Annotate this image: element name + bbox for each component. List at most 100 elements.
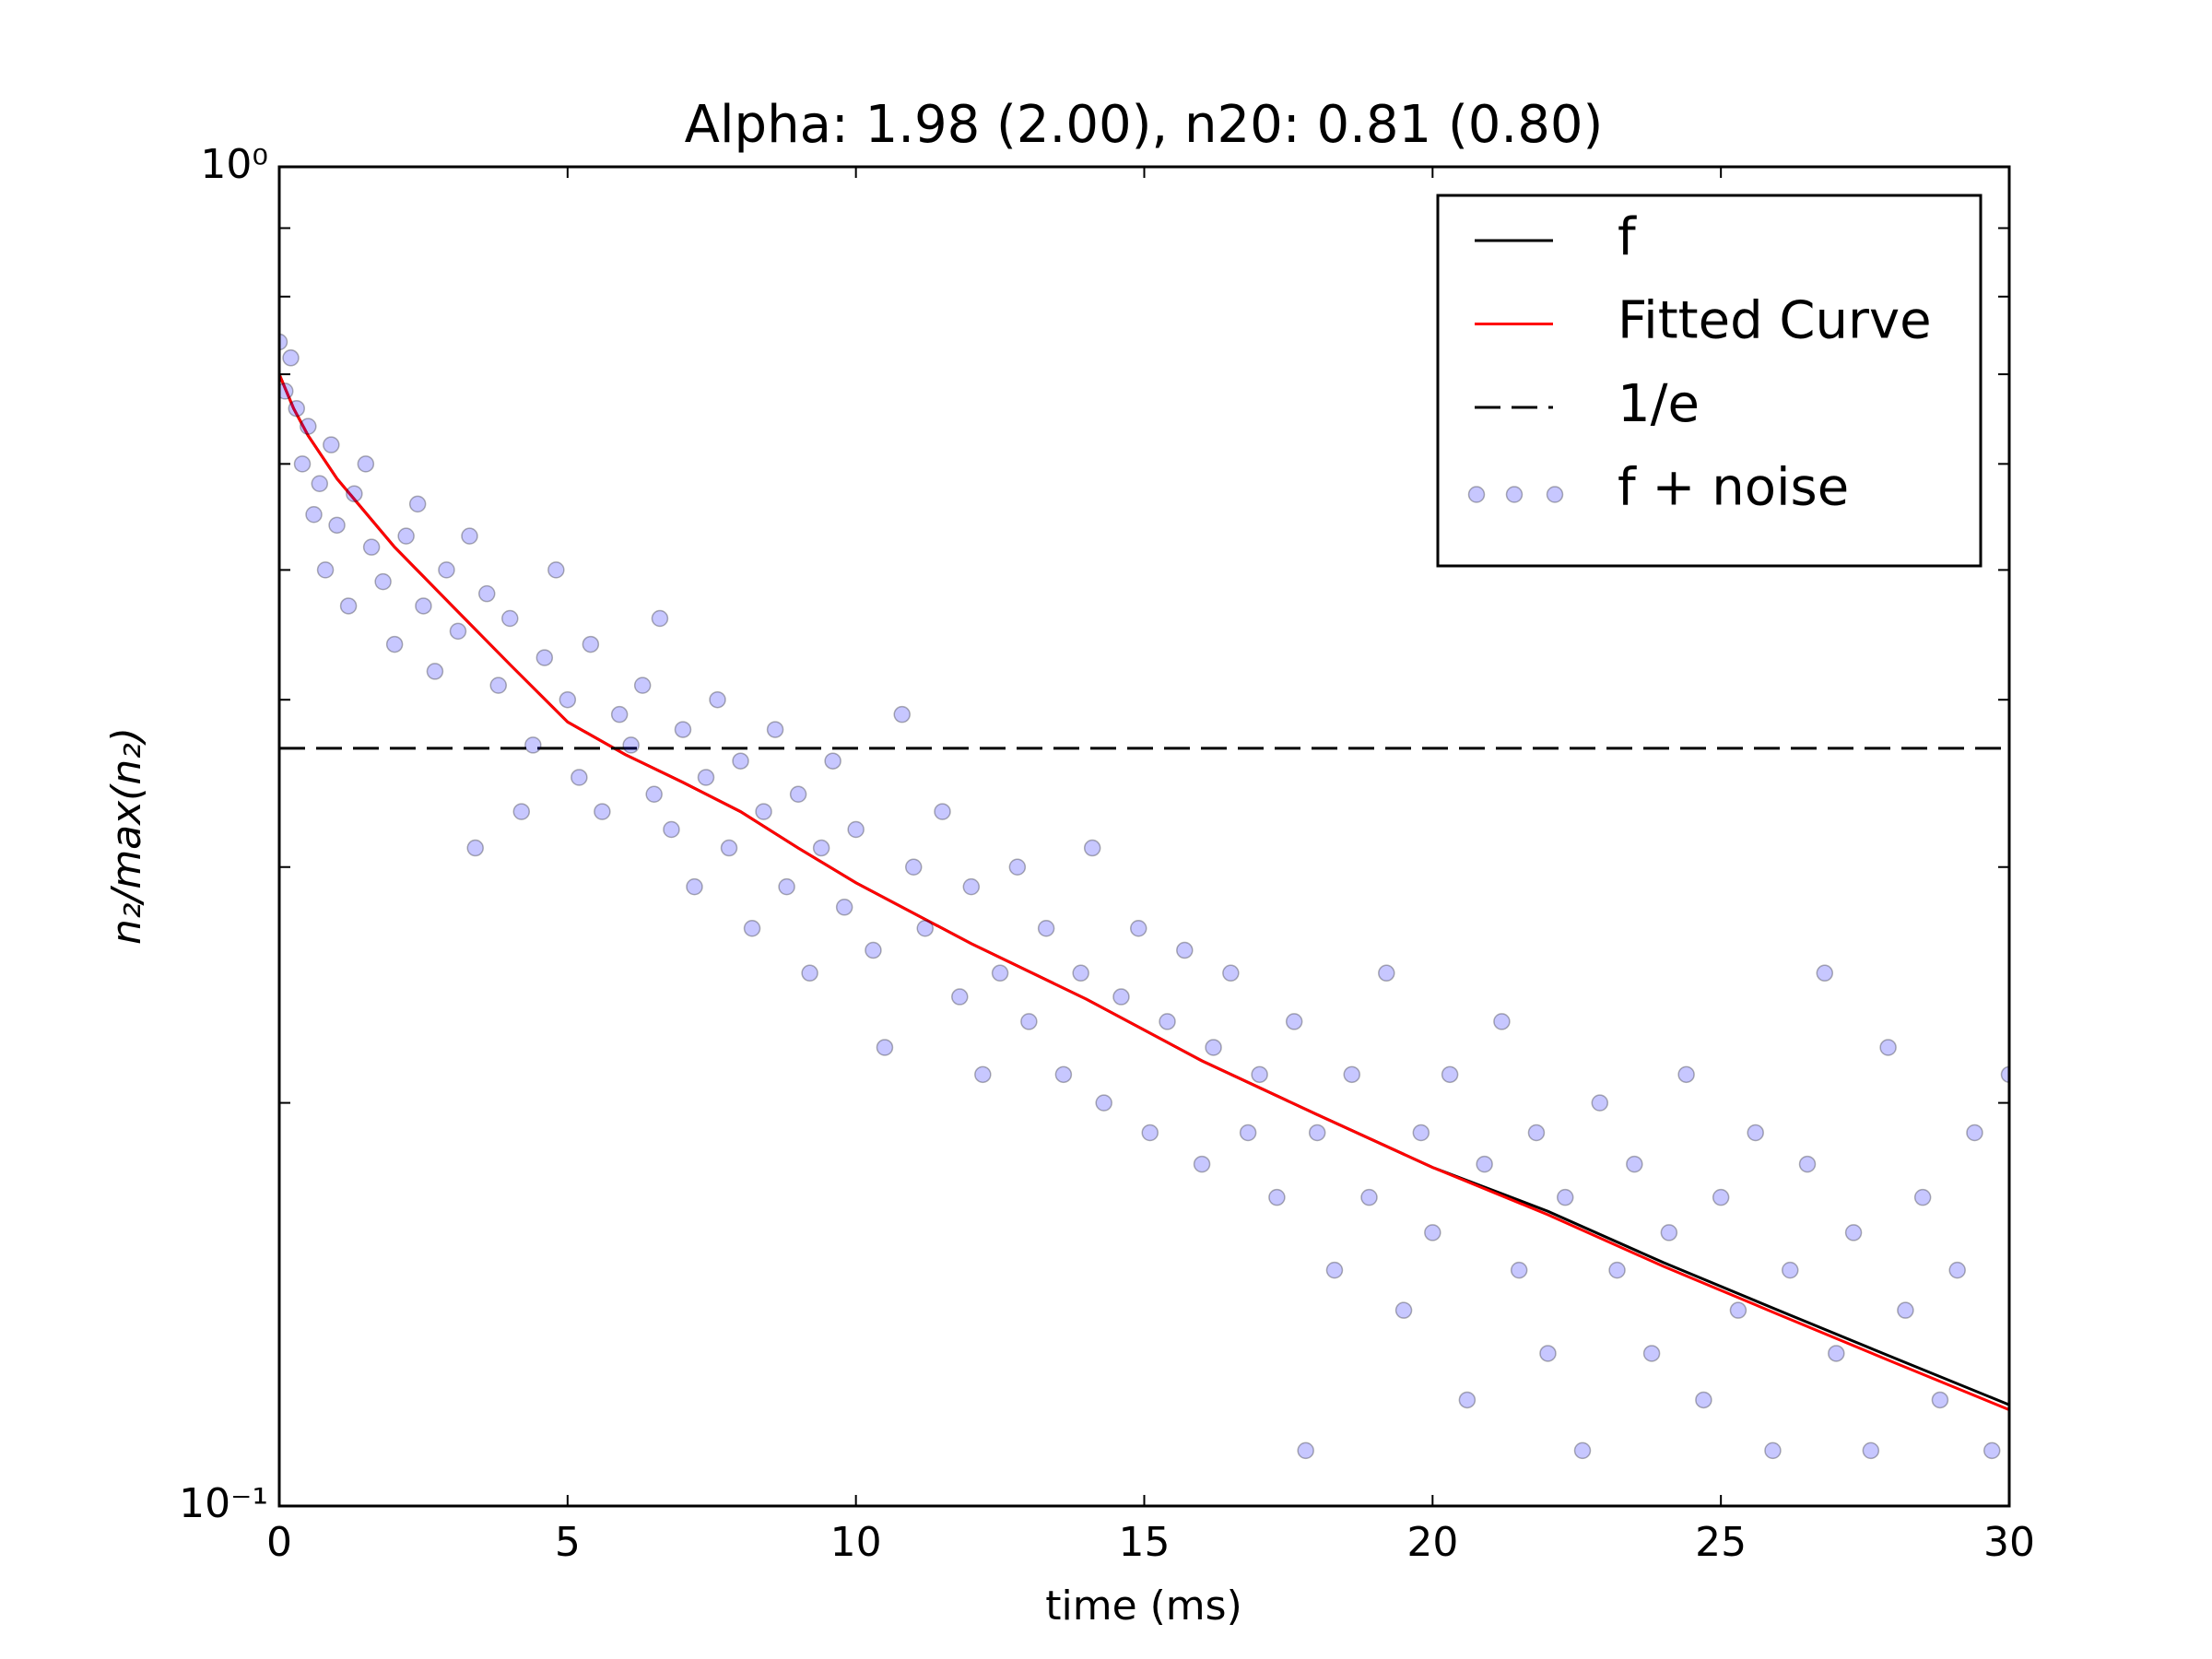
scatter-point — [1285, 1013, 1303, 1030]
scatter-point — [1781, 1261, 1799, 1279]
scatter-point — [755, 803, 772, 820]
scatter-point — [339, 597, 358, 615]
scatter-point — [865, 941, 882, 959]
scatter-point — [1020, 1013, 1038, 1030]
scatter-point — [1764, 1441, 1782, 1460]
scatter-point — [1862, 1441, 1880, 1460]
scatter-point — [1695, 1391, 1712, 1409]
legend-marker — [1505, 486, 1524, 503]
scatter-point — [893, 705, 911, 724]
scatter-point — [1828, 1345, 1845, 1362]
scatter-point — [1141, 1124, 1159, 1142]
scatter-point — [991, 964, 1009, 982]
legend-box — [1436, 194, 1983, 568]
scatter-point — [316, 561, 335, 579]
scatter-point — [415, 597, 432, 615]
scatter-point — [1729, 1301, 1747, 1319]
scatter-point — [2000, 1065, 2009, 1084]
scatter-point — [1308, 1124, 1326, 1142]
scatter-point — [1325, 1261, 1344, 1279]
scatter-point — [559, 690, 577, 709]
scatter-point — [1176, 941, 1194, 959]
scatter-point — [686, 877, 703, 896]
scatter-point — [1527, 1124, 1546, 1142]
scatter-point — [461, 527, 478, 545]
legend: f Fitted Curve 1/e f + noise — [1436, 194, 1983, 568]
scatter-point — [362, 538, 381, 556]
scatter-point — [1129, 919, 1147, 937]
legend-marker — [1467, 486, 1486, 503]
scatter-point — [720, 839, 738, 857]
scatter-point — [346, 485, 363, 502]
scatter-point — [466, 839, 484, 857]
scatter-point — [1747, 1124, 1764, 1142]
scatter-point — [582, 635, 600, 653]
y-axis-label: n₂/max(n₂) — [103, 727, 150, 945]
scatter-point — [279, 333, 288, 351]
scatter-point — [1360, 1188, 1378, 1206]
scatter-point — [962, 877, 981, 896]
scatter-point — [1556, 1188, 1574, 1206]
scatter-point — [489, 677, 508, 694]
scatter-point — [1642, 1345, 1661, 1362]
scatter-point — [571, 769, 588, 786]
scatter-point — [305, 506, 323, 524]
chart-title: Alpha: 1.98 (2.00), n20: 0.81 (0.80) — [685, 95, 1604, 155]
scatter-point — [1816, 964, 1834, 982]
scatter-point — [524, 736, 542, 754]
scatter-point — [1913, 1188, 1932, 1206]
scatter-point — [1054, 1065, 1073, 1084]
scatter-point — [1297, 1441, 1314, 1460]
legend-label: f + noise — [1618, 458, 1849, 518]
line — [279, 373, 2009, 1411]
scatter-point — [1037, 919, 1055, 937]
scatter-point — [1798, 1155, 1817, 1173]
scatter-point — [1424, 1224, 1441, 1241]
scatter-point — [1008, 858, 1027, 876]
y-tick-label: 10⁻¹ — [179, 1480, 268, 1527]
scatter-point — [477, 584, 496, 603]
scatter-point — [293, 455, 312, 473]
scatter-point — [1712, 1188, 1730, 1206]
scatter-point — [951, 988, 969, 1006]
scatter-point — [1378, 964, 1395, 982]
scatter-point — [449, 622, 467, 641]
scatter-point — [904, 858, 923, 876]
scatter-point — [279, 382, 294, 400]
x-tick-label: 5 — [555, 1519, 581, 1566]
scatter-point — [438, 561, 455, 579]
scatter-point — [1931, 1391, 1949, 1409]
scatter-point — [778, 877, 795, 896]
scatter-point — [1591, 1094, 1609, 1112]
x-tick-label: 30 — [1983, 1519, 2035, 1566]
scatter-point — [594, 803, 611, 820]
scatter-point — [847, 820, 865, 839]
scatter-point — [1677, 1065, 1695, 1084]
scatter-point — [789, 785, 807, 804]
scatter-point — [697, 769, 715, 786]
scatter-point — [651, 609, 669, 628]
scatter-point — [1660, 1224, 1678, 1241]
scatter-point — [1112, 988, 1130, 1006]
scatter-point — [535, 649, 554, 666]
x-tick-label: 15 — [1119, 1519, 1171, 1566]
scatter-point — [1394, 1301, 1413, 1319]
scatter-point — [1983, 1441, 2001, 1460]
scatter-point — [328, 516, 346, 535]
legend-label: 1/e — [1618, 374, 1700, 434]
x-tick-label: 0 — [266, 1519, 292, 1566]
scatter-point — [547, 561, 565, 579]
scatter-point — [732, 752, 749, 770]
scatter-point — [916, 919, 934, 937]
plot-area: 0 5 10 15 20 25 30 10⁻¹ 10⁰ — [179, 141, 2035, 1566]
scatter-point — [1222, 964, 1240, 982]
scatter-point — [1412, 1124, 1430, 1142]
scatter-point — [1343, 1065, 1360, 1084]
scatter-point — [1608, 1261, 1626, 1279]
scatter-point — [300, 418, 317, 435]
scatter-point — [1493, 1013, 1511, 1030]
scatter-point — [801, 964, 818, 982]
scatter-point — [934, 803, 951, 820]
scatter-point — [512, 803, 531, 820]
scatter-point — [709, 690, 726, 709]
